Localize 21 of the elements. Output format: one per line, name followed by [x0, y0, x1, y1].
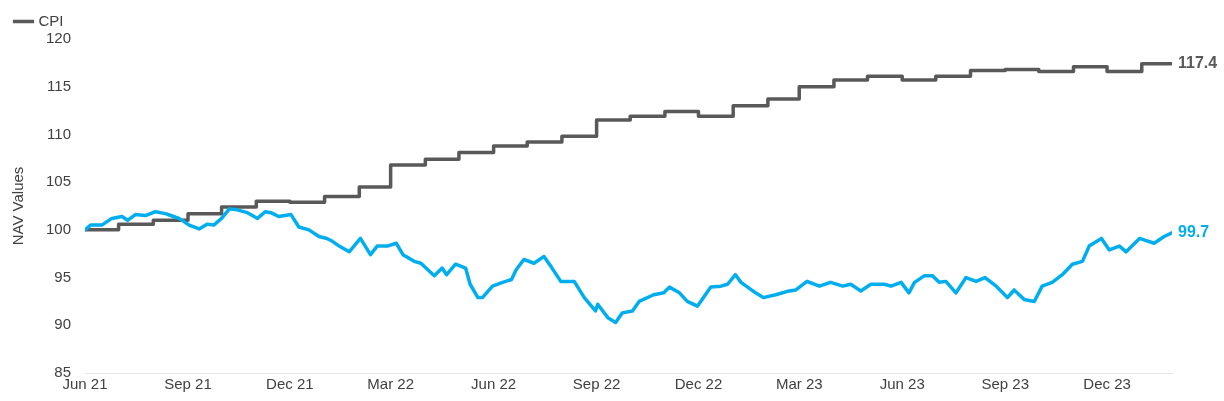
x-tick-label: Jun 23 [879, 375, 925, 393]
y-tick-label: 115 [47, 76, 72, 94]
y-tick-label: 95 [54, 267, 72, 285]
x-tick-label: Sep 21 [164, 375, 212, 393]
x-tick-label: Jun 22 [471, 375, 517, 393]
y-tick-label: 100 [46, 220, 72, 237]
y-tick-label: 90 [54, 315, 72, 333]
y-tick-label: 110 [47, 124, 72, 142]
x-tick-label: Mar 22 [367, 375, 414, 393]
y-tick-label: 120 [46, 29, 72, 47]
y-tick-label: 105 [46, 172, 72, 190]
x-tick-label: Dec 22 [674, 375, 723, 393]
x-tick-label: Dec 23 [1083, 375, 1131, 393]
x-tick-label: Sep 23 [981, 375, 1029, 393]
annotation: 99.7 [1178, 223, 1210, 241]
legend-label: CPI [38, 11, 64, 29]
x-tick-label: Sep 22 [572, 375, 621, 393]
x-tick-label: Mar 23 [775, 375, 823, 393]
x-tick-label: Dec 21 [266, 375, 314, 393]
annotation: 117.4 [1178, 54, 1218, 72]
y-axis-title: NAV Values [9, 166, 27, 246]
